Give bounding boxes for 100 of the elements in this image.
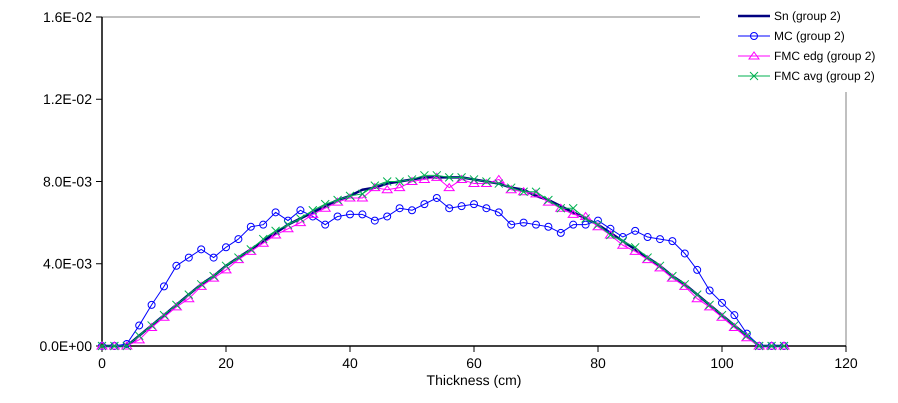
point	[272, 208, 280, 216]
point	[630, 246, 641, 255]
point	[270, 230, 282, 238]
y-tick-label: 1.2E-02	[42, 91, 92, 108]
point	[706, 286, 714, 294]
point	[569, 220, 578, 229]
point	[134, 335, 145, 344]
legend-label: Sn (group 2)	[774, 9, 841, 24]
point	[730, 311, 738, 320]
point	[418, 174, 430, 183]
point	[134, 331, 144, 340]
point	[432, 194, 441, 202]
point	[271, 226, 280, 236]
point	[383, 212, 392, 220]
point	[135, 321, 144, 330]
point	[458, 202, 466, 210]
point	[656, 235, 664, 244]
point	[370, 216, 379, 225]
point	[184, 290, 194, 300]
point	[444, 172, 454, 182]
point	[482, 204, 490, 212]
point	[320, 200, 330, 209]
point	[222, 261, 230, 270]
point	[334, 212, 342, 220]
point	[148, 300, 156, 309]
point	[470, 174, 478, 184]
point	[568, 204, 578, 213]
point	[680, 249, 689, 258]
point	[307, 210, 318, 218]
point	[406, 177, 418, 185]
point	[395, 177, 404, 186]
point	[358, 189, 367, 198]
point	[568, 210, 579, 218]
point	[556, 228, 565, 237]
point	[520, 218, 528, 227]
point	[630, 242, 640, 252]
point	[259, 220, 268, 229]
point	[346, 210, 354, 218]
point	[618, 236, 628, 246]
point	[282, 224, 294, 232]
y-tick-label: 1.6E-02	[42, 8, 92, 25]
point	[618, 233, 627, 242]
point	[246, 222, 255, 231]
point	[644, 233, 652, 242]
point	[284, 216, 292, 225]
point	[294, 218, 306, 226]
point	[606, 224, 614, 233]
point	[582, 220, 590, 229]
point	[631, 226, 640, 235]
point	[420, 200, 428, 208]
point	[308, 212, 317, 220]
x-tick-label: 80	[590, 355, 606, 371]
point	[445, 204, 454, 212]
legend-label: FMC edg (group 2)	[774, 49, 876, 64]
point	[258, 234, 268, 244]
point	[172, 262, 180, 270]
point	[692, 290, 702, 300]
point	[396, 204, 404, 212]
point	[220, 265, 232, 274]
point	[382, 185, 393, 194]
point	[408, 206, 416, 214]
x-tick-label: 0	[98, 355, 106, 371]
point	[493, 174, 504, 183]
x-tick-label: 120	[834, 355, 858, 371]
x-tick-label: 40	[342, 355, 358, 371]
y-tick-label: 4.0E-03	[42, 256, 92, 272]
point	[544, 222, 552, 231]
point	[394, 183, 406, 192]
y-tick-label: 0.0E+00	[39, 338, 92, 354]
point	[358, 210, 366, 218]
legend-label: FMC avg (group 2)	[774, 69, 875, 84]
point	[210, 254, 218, 262]
point	[296, 206, 304, 214]
point	[494, 179, 504, 188]
point	[296, 214, 305, 224]
point	[718, 298, 726, 307]
x-tick-label: 20	[218, 355, 234, 371]
point	[356, 193, 368, 202]
point	[160, 282, 168, 290]
point	[184, 254, 193, 262]
point	[468, 179, 480, 188]
point	[320, 204, 331, 212]
point	[222, 243, 230, 252]
point	[197, 245, 206, 254]
point	[580, 212, 592, 220]
point	[308, 206, 318, 215]
y-tick-label: 8.0E-03	[42, 173, 92, 190]
point	[692, 294, 703, 302]
point	[594, 216, 602, 225]
point	[258, 238, 269, 247]
point	[470, 200, 478, 208]
point	[444, 183, 455, 192]
point	[420, 170, 429, 180]
point	[693, 266, 702, 274]
point	[321, 220, 330, 229]
point	[494, 208, 503, 216]
point	[507, 220, 516, 229]
x-tick-label: 60	[466, 355, 482, 371]
x-tick-label: 100	[710, 355, 734, 371]
point	[581, 214, 590, 224]
